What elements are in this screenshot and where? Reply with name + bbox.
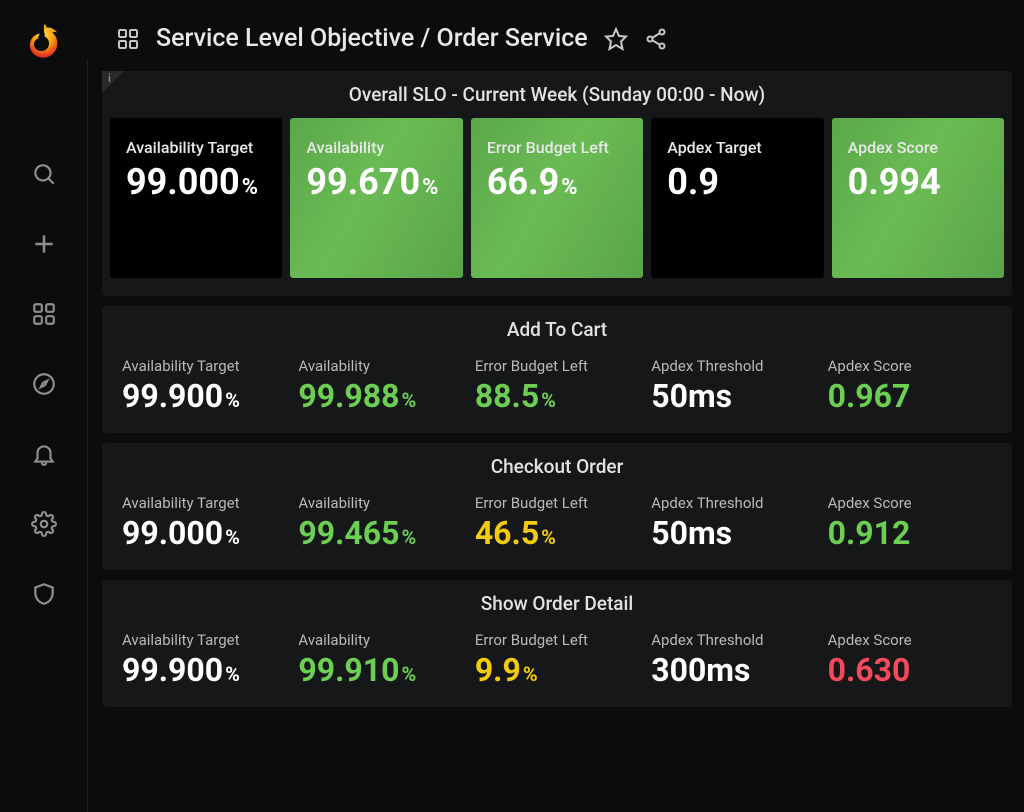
stat[interactable]: Availability 99.988% [292, 353, 468, 415]
stat-tile[interactable]: Availability Target 99.000% [110, 118, 282, 278]
info-indicator: i [108, 72, 111, 85]
stat-label: Apdex Score [828, 631, 992, 649]
service-panel: Checkout Order Availability Target 99.000%… [102, 443, 1012, 570]
grid-icon[interactable] [26, 296, 62, 332]
stat[interactable]: Availability Target 99.900% [116, 627, 292, 689]
tile-label: Error Budget Left [487, 138, 629, 157]
service-panel: Add To CartAvailability Target99.900%Ava… [102, 306, 1012, 433]
tile-value: 99.000% [126, 161, 268, 203]
grafana-logo[interactable] [23, 20, 65, 62]
stat-label: Availability Target [122, 494, 286, 512]
stat[interactable]: Error Budget Left 9.9% [469, 627, 645, 689]
stat-label: Error Budget Left [475, 631, 639, 649]
stat-value: 50ms [651, 514, 815, 552]
stat[interactable]: Apdex Score 0.967 [822, 353, 998, 415]
stat-label: Apdex Score [828, 494, 992, 512]
stat-label: Error Budget Left [475, 357, 639, 375]
stat-value: 99.900% [122, 377, 286, 415]
sections: Add To CartAvailability Target99.900%Ava… [102, 306, 1012, 707]
stat[interactable]: Error Budget Left 46.5% [469, 490, 645, 552]
gear-icon[interactable] [26, 506, 62, 542]
stats-row: Availability Target 99.900% Availability 99… [102, 627, 1012, 689]
stat-value: 0.912 [828, 514, 992, 552]
stat[interactable]: Apdex Score 0.630 [822, 627, 998, 689]
search-icon[interactable] [26, 156, 62, 192]
header: Service Level Objective / Order Service [88, 0, 1024, 71]
tile-label: Apdex Target [667, 138, 809, 157]
stat-value: 0.630 [828, 651, 992, 689]
overall-tile-row: Availability Target 99.000% Availability 99… [102, 118, 1012, 278]
stat[interactable]: Availability 99.465% [292, 490, 468, 552]
panel-title: Show Order Detail [102, 592, 1012, 627]
panel-title: Checkout Order [102, 455, 1012, 490]
stat[interactable]: Apdex Threshold 50ms [645, 353, 821, 415]
shield-icon[interactable] [26, 576, 62, 612]
stats-row: Availability Target 99.900% Availability 99… [102, 353, 1012, 415]
stat-label: Availability [298, 357, 462, 375]
stat[interactable]: Availability Target 99.900% [116, 353, 292, 415]
dashboard-grid-icon[interactable] [116, 27, 140, 51]
stat-value: 46.5% [475, 514, 639, 552]
stat-value: 9.9% [475, 651, 639, 689]
stat-value: 99.000% [122, 514, 286, 552]
stat[interactable]: Apdex Threshold 50ms [645, 490, 821, 552]
stat-label: Availability Target [122, 631, 286, 649]
tile-label: Availability Target [126, 138, 268, 157]
tile-value: 0.9 [667, 161, 809, 203]
stat-value: 50ms [651, 377, 815, 415]
stat-label: Availability Target [122, 357, 286, 375]
stat-value: 99.988% [298, 377, 462, 415]
bell-icon[interactable] [26, 436, 62, 472]
stat[interactable]: Availability Target 99.000% [116, 490, 292, 552]
stat-label: Error Budget Left [475, 494, 639, 512]
stat-tile[interactable]: Apdex Target 0.9 [651, 118, 823, 278]
stat-tile[interactable]: Availability 99.670% [290, 118, 462, 278]
stat-label: Availability [298, 494, 462, 512]
stat-value: 99.465% [298, 514, 462, 552]
tile-label: Availability [306, 138, 448, 157]
stat-label: Apdex Score [828, 357, 992, 375]
share-icon[interactable] [644, 27, 668, 51]
stat[interactable]: Availability 99.910% [292, 627, 468, 689]
stats-row: Availability Target 99.000% Availability 99… [102, 490, 1012, 552]
tile-value: 99.670% [306, 161, 448, 203]
tile-value: 0.994 [848, 161, 990, 203]
content: i Overall SLO - Current Week (Sunday 00:… [88, 71, 1024, 812]
dashboard-title[interactable]: Service Level Objective / Order Service [156, 24, 588, 53]
compass-icon[interactable] [26, 366, 62, 402]
panel-info-corner[interactable] [102, 71, 124, 93]
stat[interactable]: Apdex Score 0.912 [822, 490, 998, 552]
stat-label: Apdex Threshold [651, 631, 815, 649]
plus-icon[interactable] [26, 226, 62, 262]
tile-label: Apdex Score [848, 138, 990, 157]
main: Service Level Objective / Order Service … [88, 0, 1024, 812]
service-panel: Show Order Detail Availability Target 99.9… [102, 580, 1012, 707]
stat[interactable]: Error Budget Left 88.5% [469, 353, 645, 415]
stat-label: Apdex Threshold [651, 494, 815, 512]
overall-slo-panel: i Overall SLO - Current Week (Sunday 00:… [102, 71, 1012, 296]
stat-value: 88.5% [475, 377, 639, 415]
star-icon[interactable] [604, 27, 628, 51]
stat-label: Availability [298, 631, 462, 649]
panel-title: Add To Cart [102, 318, 1012, 353]
panel-title: Overall SLO - Current Week (Sunday 00:00… [102, 83, 1012, 118]
tile-value: 66.9% [487, 161, 629, 203]
stat-tile[interactable]: Apdex Score 0.994 [832, 118, 1004, 278]
stat-label: Apdex Threshold [651, 357, 815, 375]
stat-value: 0.967 [828, 377, 992, 415]
stat[interactable]: Apdex Threshold 300ms [645, 627, 821, 689]
stat-value: 99.910% [298, 651, 462, 689]
stat-value: 99.900% [122, 651, 286, 689]
sidebar [0, 0, 88, 812]
stat-value: 300ms [651, 651, 815, 689]
stat-tile[interactable]: Error Budget Left 66.9% [471, 118, 643, 278]
